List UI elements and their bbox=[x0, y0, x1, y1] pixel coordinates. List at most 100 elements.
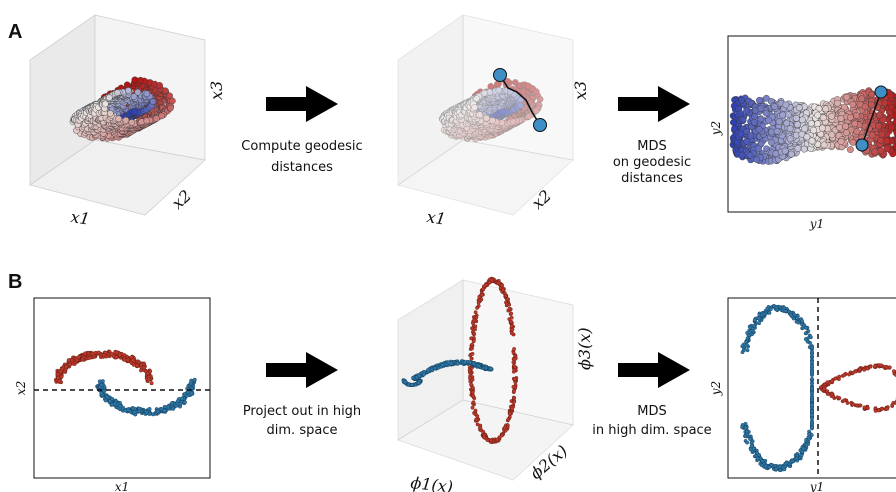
scatter-point bbox=[785, 111, 792, 119]
scatter-point bbox=[887, 91, 895, 99]
scatter-point bbox=[818, 124, 826, 132]
scatter-point bbox=[532, 88, 540, 95]
scatter-point bbox=[509, 319, 514, 324]
b-step2-caption-line2: in high dim. space bbox=[592, 423, 711, 438]
scatter-point bbox=[417, 373, 422, 378]
scatter-point bbox=[745, 343, 749, 348]
scatter-point bbox=[806, 435, 811, 440]
scatter-point bbox=[810, 385, 814, 390]
scatter-point bbox=[115, 115, 122, 123]
scatter-point bbox=[845, 401, 850, 405]
scatter-point bbox=[512, 388, 516, 393]
scatter-point bbox=[888, 123, 895, 131]
scatter-point bbox=[139, 368, 144, 373]
scatter-point bbox=[868, 131, 876, 139]
scatter-point bbox=[755, 145, 762, 153]
scatter-point bbox=[449, 361, 454, 366]
scatter-point bbox=[825, 389, 830, 394]
scatter-point bbox=[768, 128, 775, 136]
scatter-point bbox=[469, 356, 474, 361]
b3-y2-label: y2 bbox=[709, 381, 723, 396]
scatter-point bbox=[890, 402, 895, 407]
scatter-point bbox=[132, 410, 137, 415]
scatter-point bbox=[57, 379, 62, 384]
scatter-point bbox=[470, 351, 475, 356]
scatter-point bbox=[777, 464, 782, 469]
scatter-point bbox=[143, 117, 151, 125]
scatter-point bbox=[810, 369, 814, 373]
scatter-point bbox=[737, 130, 745, 138]
scatter-point bbox=[131, 108, 138, 115]
scatter-point bbox=[122, 357, 127, 362]
scatter-point bbox=[410, 383, 415, 388]
scatter-point bbox=[877, 147, 884, 155]
scatter-point bbox=[828, 131, 836, 139]
scatter-point bbox=[810, 409, 814, 414]
scatter-point bbox=[757, 105, 765, 112]
scatter-point bbox=[773, 127, 781, 135]
scatter-point bbox=[772, 150, 780, 158]
scatter-point bbox=[421, 372, 426, 377]
scatter-point bbox=[807, 120, 815, 127]
scatter-point bbox=[846, 114, 854, 121]
scatter-point bbox=[509, 315, 514, 320]
scatter-point bbox=[467, 368, 472, 373]
scatter-point bbox=[783, 119, 791, 127]
scatter-point bbox=[58, 369, 63, 374]
scatter-point bbox=[853, 112, 860, 119]
scatter-point bbox=[804, 331, 808, 335]
scatter-point bbox=[858, 403, 863, 408]
scatter-point bbox=[512, 79, 519, 86]
scatter-point bbox=[814, 111, 822, 119]
scatter-point bbox=[748, 330, 752, 334]
scatter-point bbox=[169, 401, 174, 406]
scatter-point bbox=[509, 311, 514, 316]
scatter-point bbox=[117, 352, 122, 357]
a-step2-caption-line2: on geodesic bbox=[613, 155, 691, 170]
scatter-point bbox=[471, 400, 476, 405]
a3-y1-label: y1 bbox=[809, 217, 824, 231]
scatter-point bbox=[478, 425, 483, 430]
scatter-point bbox=[820, 141, 828, 149]
scatter-point bbox=[769, 463, 774, 467]
scatter-point bbox=[868, 91, 875, 98]
scatter-point bbox=[509, 118, 517, 126]
scatter-point bbox=[496, 281, 501, 285]
scatter-point bbox=[473, 310, 478, 315]
scatter-point bbox=[511, 384, 516, 389]
scatter-point bbox=[822, 387, 826, 392]
scatter-point bbox=[153, 115, 160, 122]
scatter-point bbox=[155, 409, 160, 414]
scatter-point bbox=[837, 377, 841, 381]
scatter-point bbox=[66, 358, 71, 363]
scatter-point bbox=[483, 365, 488, 370]
scatter-point bbox=[751, 118, 758, 126]
scatter-point bbox=[781, 147, 789, 155]
scatter-point bbox=[489, 117, 496, 124]
scatter-point bbox=[175, 399, 180, 404]
scatter-point bbox=[469, 382, 473, 387]
b3-y1-label: y1 bbox=[809, 480, 824, 492]
scatter-point bbox=[110, 396, 115, 401]
scatter-point bbox=[74, 358, 79, 363]
scatter-point bbox=[740, 425, 744, 429]
scatter-point bbox=[802, 323, 807, 328]
scatter-point bbox=[744, 340, 749, 344]
scatter-point bbox=[786, 125, 794, 133]
scatter-point bbox=[122, 116, 130, 124]
embedded-landmark-1 bbox=[874, 85, 888, 99]
scatter-point bbox=[513, 377, 517, 381]
scatter-point bbox=[803, 133, 811, 141]
scatter-point bbox=[147, 407, 152, 412]
scatter-point bbox=[810, 420, 814, 425]
scatter-point bbox=[472, 361, 477, 366]
scatter-point bbox=[83, 351, 88, 356]
scatter-point bbox=[767, 310, 772, 315]
scatter-point bbox=[479, 293, 484, 297]
scatter-point bbox=[847, 146, 854, 154]
scatter-point bbox=[475, 305, 479, 310]
scatter-point bbox=[771, 103, 778, 110]
scatter-point bbox=[786, 135, 794, 143]
scatter-point bbox=[828, 112, 836, 120]
scatter-point bbox=[100, 379, 105, 384]
